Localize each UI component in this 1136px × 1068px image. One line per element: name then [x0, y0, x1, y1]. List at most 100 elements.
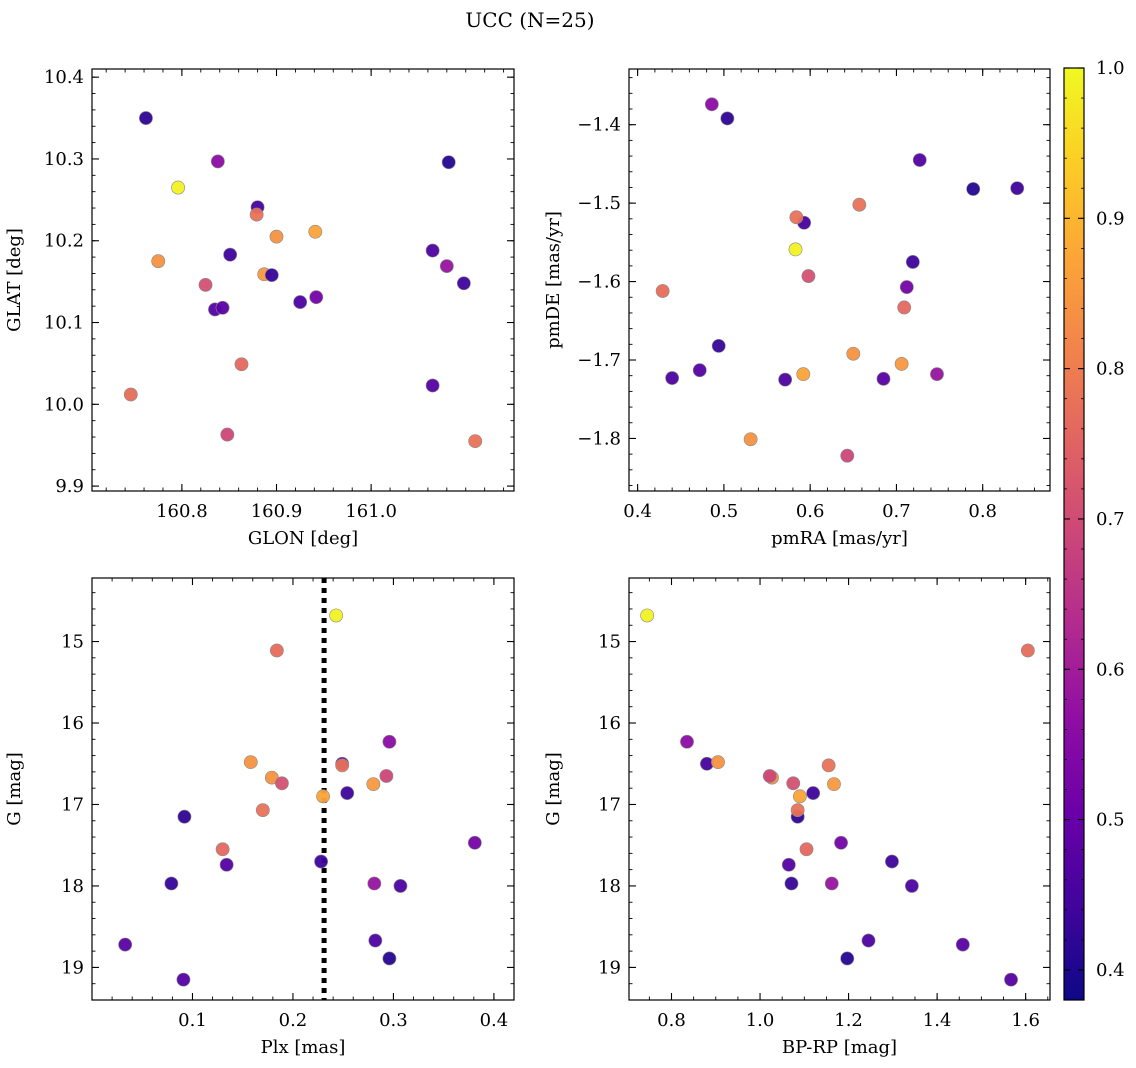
y-axis-label: G [mag]: [4, 752, 25, 825]
data-point: [788, 242, 803, 257]
panel-pmra-pmde: 0.4 0.5 0.6 0.7 0.8 −1.8 −1.7 −1.6 −1.5 −1.4 pmRA …: [543, 68, 1051, 549]
y-tick-label: −1.8: [577, 428, 621, 449]
data-point: [778, 372, 793, 387]
data-point: [382, 734, 397, 749]
data-point: [786, 776, 801, 791]
scatter-points: [118, 608, 482, 987]
data-point: [894, 357, 909, 371]
data-point: [784, 876, 799, 891]
data-point: [210, 154, 225, 169]
data-point: [806, 786, 821, 800]
data-point: [198, 278, 213, 292]
data-point: [720, 111, 735, 126]
x-tick-label: 0.7: [882, 501, 911, 522]
data-point: [123, 387, 138, 402]
panels: 160.8 160.9 161.09.910.010.110.210.310.4GL…: [4, 67, 1051, 1058]
data-point: [790, 803, 805, 818]
data-point: [219, 857, 234, 872]
data-point: [223, 247, 238, 262]
x-tick-label: 0.4: [480, 1010, 509, 1031]
y-tick-label: 18: [61, 876, 84, 897]
data-point: [827, 777, 841, 792]
data-point: [846, 346, 861, 361]
x-axis-label: BP-RP [mag]: [782, 1037, 897, 1058]
panel-plx-g: 0.1 0.2 0.3 0.4 15 16 17 18 19 Plx [mas] G [mag]: [4, 577, 515, 1058]
data-point: [840, 951, 855, 966]
y-tick-label: 17: [598, 794, 621, 815]
x-tick-label: 160.9: [251, 501, 303, 522]
colorbar-tick-label: 0.9: [1096, 208, 1125, 229]
plot-area: [628, 577, 1051, 1001]
data-point: [249, 207, 264, 222]
data-point: [264, 268, 279, 282]
data-point: [293, 295, 308, 309]
colorbar-tick-label: 1.0: [1096, 58, 1125, 79]
y-tick-label: 19: [598, 957, 621, 978]
data-point: [692, 363, 707, 378]
y-tick-label: −1.5: [577, 193, 621, 214]
colorbar-tick-label: 0.4: [1096, 960, 1125, 981]
data-point: [456, 276, 471, 291]
data-point: [215, 300, 230, 315]
data-point: [269, 229, 284, 244]
tick-marks: [629, 578, 1050, 1001]
data-point: [743, 432, 758, 447]
data-point: [274, 776, 289, 791]
data-point: [852, 197, 867, 212]
y-tick-label: 10.1: [44, 313, 84, 334]
colorbar-tick-label: 0.7: [1096, 509, 1125, 530]
data-point: [368, 933, 383, 948]
y-tick-label: 10.4: [44, 67, 84, 88]
x-tick-label: 1.4: [923, 1010, 952, 1031]
x-axis-label: GLON [deg]: [248, 528, 358, 549]
scatter-points: [655, 97, 1025, 463]
y-tick-label: −1.4: [577, 115, 621, 136]
data-point: [329, 608, 344, 623]
data-point: [308, 224, 323, 239]
data-point: [425, 378, 440, 393]
y-tick-label: 19: [61, 957, 84, 978]
x-tick-label: 161.0: [345, 501, 397, 522]
data-point: [821, 758, 836, 773]
y-tick-label: 15: [598, 632, 621, 653]
y-axis-label: GLAT [deg]: [4, 228, 25, 332]
data-point: [425, 243, 440, 258]
y-tick-label: 15: [61, 632, 84, 653]
colorbar-tick-label: 0.8: [1096, 359, 1125, 380]
x-tick-label: 0.6: [796, 501, 825, 522]
x-axis-label: pmRA [mas/yr]: [771, 528, 908, 549]
x-axis-label: Plx [mas]: [261, 1037, 346, 1058]
y-tick-label: 9.9: [55, 476, 84, 497]
colorbar: 0.4 0.5 0.6 0.7 0.8 0.9 1.0: [1063, 58, 1125, 1001]
data-point: [234, 357, 249, 372]
data-point: [139, 111, 153, 125]
y-tick-label: −1.7: [577, 350, 621, 371]
x-tick-label: 0.8: [657, 1010, 686, 1031]
data-point: [118, 937, 133, 952]
y-tick-label: 16: [598, 713, 621, 734]
data-point: [801, 269, 816, 283]
data-point: [441, 155, 456, 170]
data-point: [177, 809, 192, 824]
data-point: [796, 367, 811, 382]
data-point: [220, 427, 235, 442]
data-point: [309, 290, 324, 305]
x-tick-label: 0.2: [279, 1010, 308, 1031]
data-point: [711, 755, 725, 770]
x-tick-label: 0.1: [178, 1010, 207, 1031]
data-point: [876, 371, 891, 386]
data-point: [897, 300, 912, 315]
x-tick-label: 1.0: [746, 1010, 775, 1031]
data-point: [335, 758, 350, 773]
data-point: [176, 972, 191, 987]
y-axis-label: pmDE [mas/yr]: [543, 211, 564, 349]
data-point: [912, 153, 927, 167]
data-point: [711, 338, 726, 353]
data-point: [834, 835, 848, 850]
data-point: [382, 951, 397, 966]
data-point: [151, 254, 166, 269]
panel-glon-glat: 160.8 160.9 161.0 9.9 10.0 10.1 10.2 10.3 10.4 GL…: [4, 67, 515, 549]
plot-area: [91, 577, 515, 1001]
scatter-points: [123, 111, 483, 449]
